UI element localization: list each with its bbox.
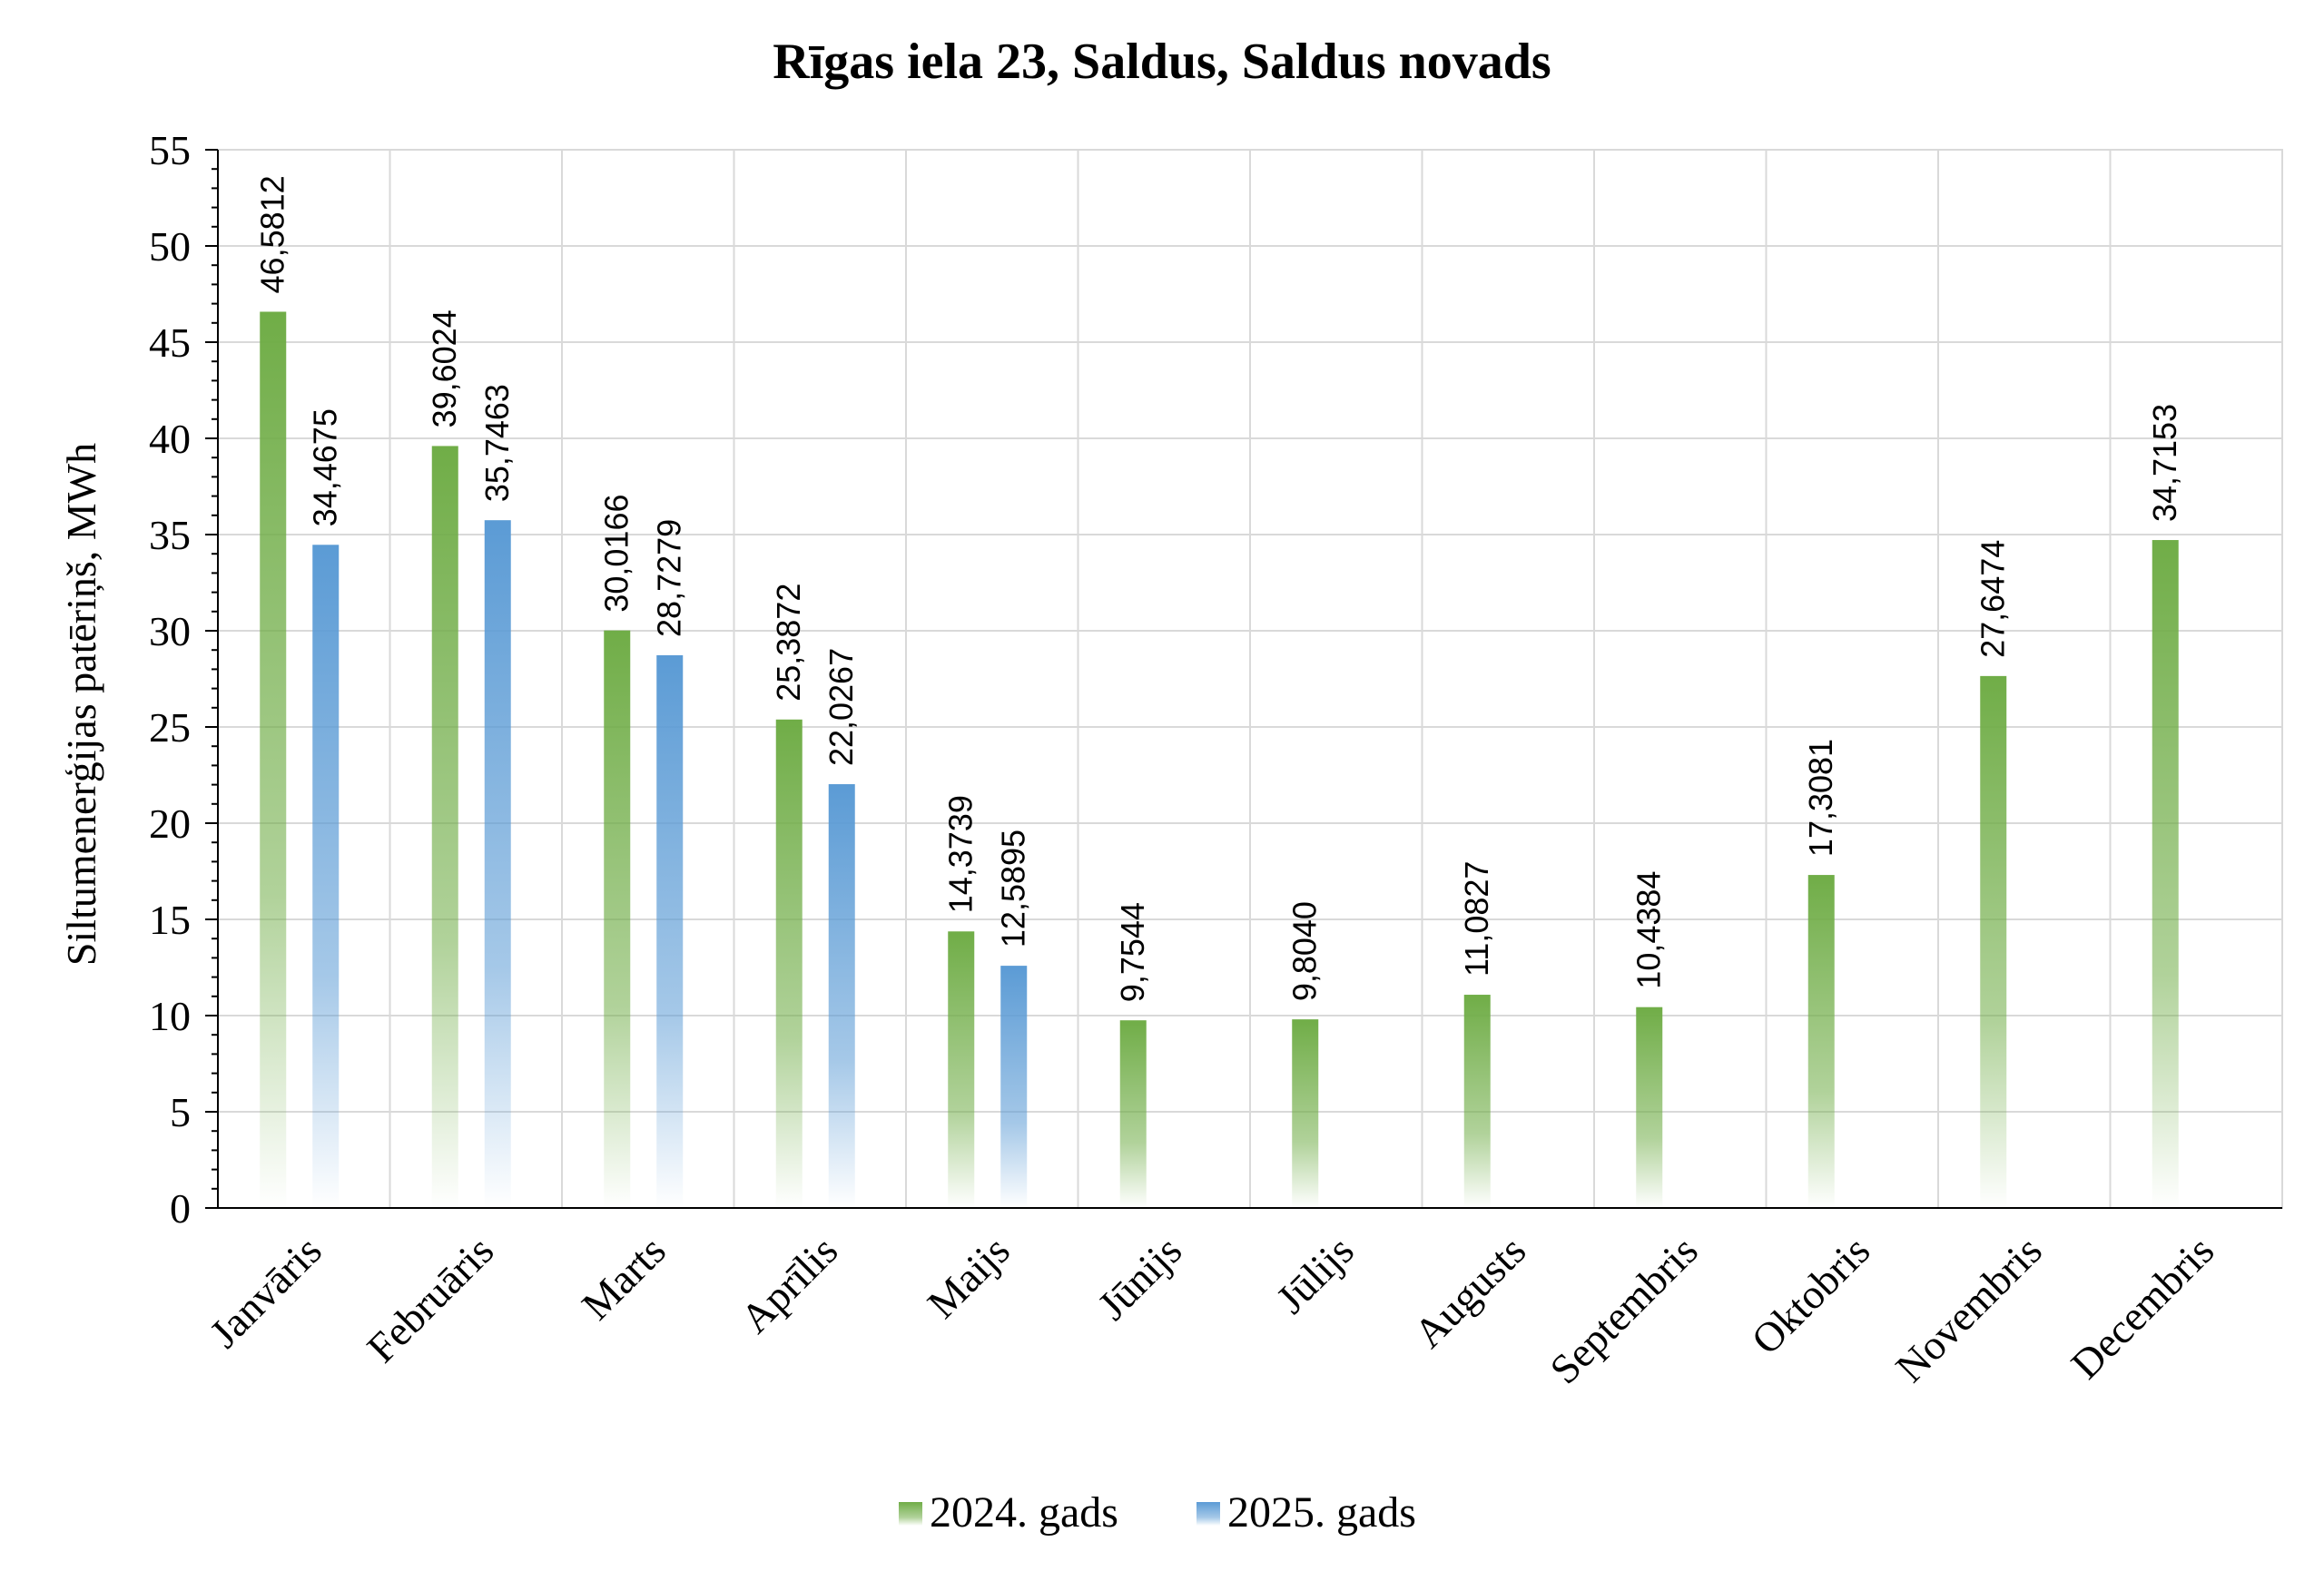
x-tick-label: Februāris (358, 1227, 502, 1371)
data-label: 10,4384 (1630, 871, 1668, 989)
y-tick-label: 25 (149, 704, 191, 751)
data-label: 28,7279 (651, 519, 688, 637)
y-axis-label: Siltumenerģijas patēriņš, MWh (58, 443, 104, 966)
data-label: 25,3872 (770, 584, 807, 702)
bar-2024 (431, 446, 458, 1209)
bar-2024 (1980, 675, 2007, 1208)
bar-2025 (656, 654, 684, 1208)
data-label: 17,3081 (1802, 739, 1839, 857)
bar-2024 (775, 719, 803, 1208)
bar-2024 (1119, 1020, 1147, 1208)
data-labels: 46,5812 34,4675 39,6024 35,7463 30,0166 28,72… (254, 175, 2184, 1002)
data-label: 9,7544 (1114, 902, 1151, 1002)
y-tick-label: 55 (149, 127, 191, 173)
data-label: 22,0267 (822, 648, 860, 766)
data-label: 27,6474 (1974, 540, 2012, 658)
chart-title: Rīgas iela 23, Saldus, Saldus novads (773, 34, 1551, 90)
data-label: 34,7153 (2146, 404, 2183, 522)
data-label: 14,3739 (942, 795, 980, 913)
bar-2025 (1000, 966, 1028, 1208)
data-label: 35,7463 (478, 384, 516, 502)
legend: 2024. gads 2025. gads (899, 1488, 1416, 1537)
x-tick-label: Aprīlis (732, 1227, 846, 1341)
x-tick-label: Septembris (1541, 1227, 1706, 1392)
grid (217, 149, 2283, 1209)
legend-swatch-2025 (1196, 1502, 1220, 1526)
x-tick-label: Jūlijs (1267, 1227, 1363, 1322)
y-tick-label: 5 (170, 1089, 191, 1135)
y-tick-label: 15 (149, 897, 191, 943)
x-tick-label: Novembris (1886, 1227, 2051, 1391)
x-tick-label: Oktobris (1742, 1227, 1878, 1363)
bar-2024 (260, 311, 287, 1209)
data-label: 9,8040 (1286, 901, 1324, 1001)
y-tick-label: 0 (170, 1185, 191, 1232)
data-label: 46,5812 (254, 175, 291, 293)
data-label: 34,4675 (307, 408, 344, 526)
bar-2024 (604, 630, 631, 1208)
y-tick-label: 10 (149, 993, 191, 1039)
y-tick-label: 40 (149, 416, 191, 462)
bar-2025 (312, 545, 340, 1208)
bars (260, 311, 2179, 1209)
bar-2024 (1292, 1019, 1319, 1208)
x-tick-label: Maijs (919, 1227, 1019, 1327)
bar-2024 (1463, 995, 1491, 1208)
y-tick-label: 30 (149, 608, 191, 654)
data-label: 39,6024 (426, 309, 463, 427)
x-tick-label: Jūnijs (1088, 1227, 1190, 1329)
x-tick-label: Janvāris (201, 1227, 330, 1357)
y-tick-label: 45 (149, 319, 191, 366)
bar-2024 (1636, 1007, 1663, 1208)
legend-swatch-2024 (899, 1502, 922, 1526)
x-tick-label: Decembris (2062, 1227, 2222, 1388)
bar-2025 (828, 784, 855, 1208)
y-tick-label: 20 (149, 800, 191, 847)
legend-label-2024: 2024. gads (930, 1488, 1118, 1537)
data-label: 12,5895 (995, 830, 1032, 948)
bar-2025 (484, 520, 511, 1208)
y-tick-label: 50 (149, 223, 191, 270)
axes: 0 5 10 15 20 25 30 35 40 45 50 55 Janvāris Februāris M… (149, 127, 2282, 1392)
y-tick-label: 35 (149, 512, 191, 558)
bar-2024 (1807, 875, 1835, 1208)
bar-2024 (948, 931, 975, 1208)
x-tick-label: Marts (573, 1227, 675, 1329)
data-label: 11,0827 (1458, 861, 1495, 977)
x-tick-label: Augusts (1405, 1227, 1535, 1357)
bar-2024 (2152, 540, 2179, 1208)
data-label: 30,0166 (598, 495, 635, 613)
legend-label-2025: 2025. gads (1227, 1488, 1416, 1537)
